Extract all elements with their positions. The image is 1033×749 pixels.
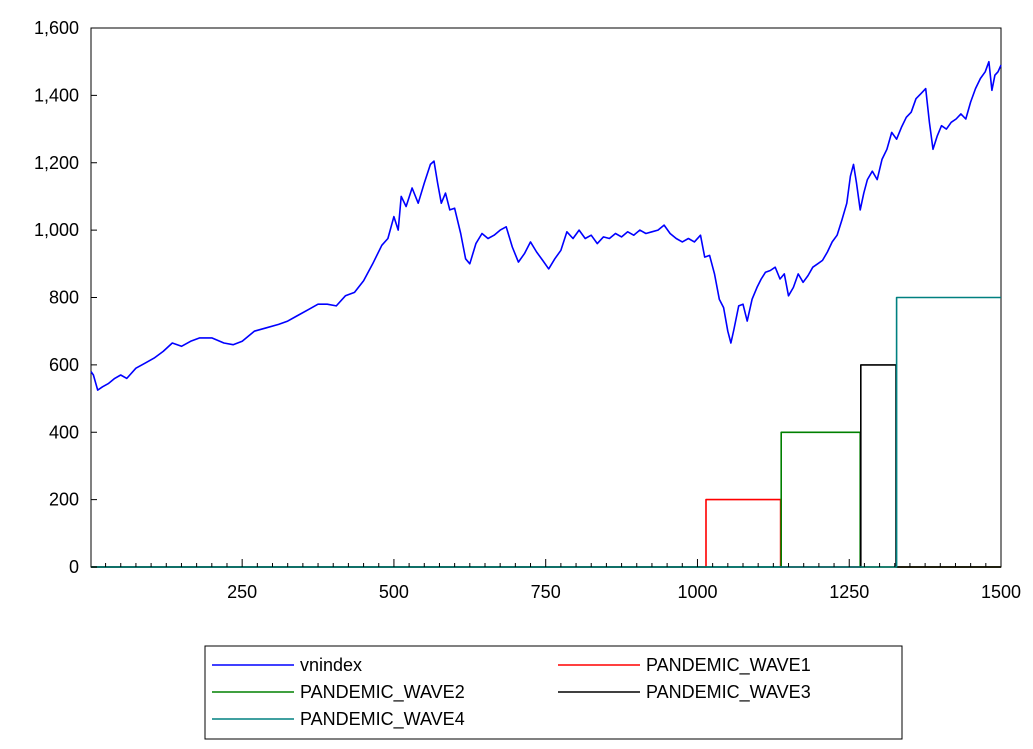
legend-item-vnindex: vnindex xyxy=(212,655,362,675)
x-tick-label: 250 xyxy=(227,582,257,602)
legend-item-pandemic-wave3: PANDEMIC_WAVE3 xyxy=(558,682,811,703)
legend: vnindex PANDEMIC_WAVE1 PANDEMIC_WAVE2 PANDE… xyxy=(204,645,903,740)
legend-item-pandemic-wave1: PANDEMIC_WAVE1 xyxy=(558,655,811,676)
legend-label: PANDEMIC_WAVE4 xyxy=(300,709,465,730)
legend-item-pandemic-wave4: PANDEMIC_WAVE4 xyxy=(212,709,465,730)
legend-box xyxy=(204,645,903,740)
y-tick-label: 400 xyxy=(49,422,79,442)
plot-frame xyxy=(90,27,1002,568)
x-tick-label: 1250 xyxy=(829,582,869,602)
x-tick-label: 1000 xyxy=(677,582,717,602)
legend-label: PANDEMIC_WAVE3 xyxy=(646,682,811,703)
plot-area: 0 200 400 600 800 1,000 1,200 1,400 1,600 250 500… xyxy=(34,18,1021,602)
legend-label: vnindex xyxy=(300,655,362,675)
legend-label: PANDEMIC_WAVE1 xyxy=(646,655,811,676)
y-tick-label: 0 xyxy=(69,557,79,577)
y-tick-label: 600 xyxy=(49,355,79,375)
y-tick-label: 200 xyxy=(49,490,79,510)
series-line-pandemic-wave3 xyxy=(91,364,1001,568)
y-tick-label: 1,600 xyxy=(34,18,79,38)
y-tick-label: 1,200 xyxy=(34,153,79,173)
x-tick-label: 750 xyxy=(531,582,561,602)
y-axis: 0 200 400 600 800 1,000 1,200 1,400 1,600 xyxy=(34,18,97,577)
y-tick-label: 1,400 xyxy=(34,85,79,105)
series-line-pandemic-wave1 xyxy=(91,498,1001,568)
series-line-vnindex xyxy=(90,60,1002,391)
y-tick-label: 800 xyxy=(49,288,79,308)
y-tick-label: 1,000 xyxy=(34,220,79,240)
x-tick-label: 1500 xyxy=(981,582,1021,602)
x-tick-label: 500 xyxy=(379,582,409,602)
x-axis: 250 500 750 1000 1250 1500 xyxy=(105,559,1021,602)
legend-items: vnindex PANDEMIC_WAVE1 PANDEMIC_WAVE2 PANDE… xyxy=(212,655,811,730)
series-line-pandemic-wave4 xyxy=(91,296,1001,568)
series-line-pandemic-wave2 xyxy=(91,431,1001,568)
legend-item-pandemic-wave2: PANDEMIC_WAVE2 xyxy=(212,682,465,703)
series-layer xyxy=(90,60,1002,568)
legend-label: PANDEMIC_WAVE2 xyxy=(300,682,465,703)
